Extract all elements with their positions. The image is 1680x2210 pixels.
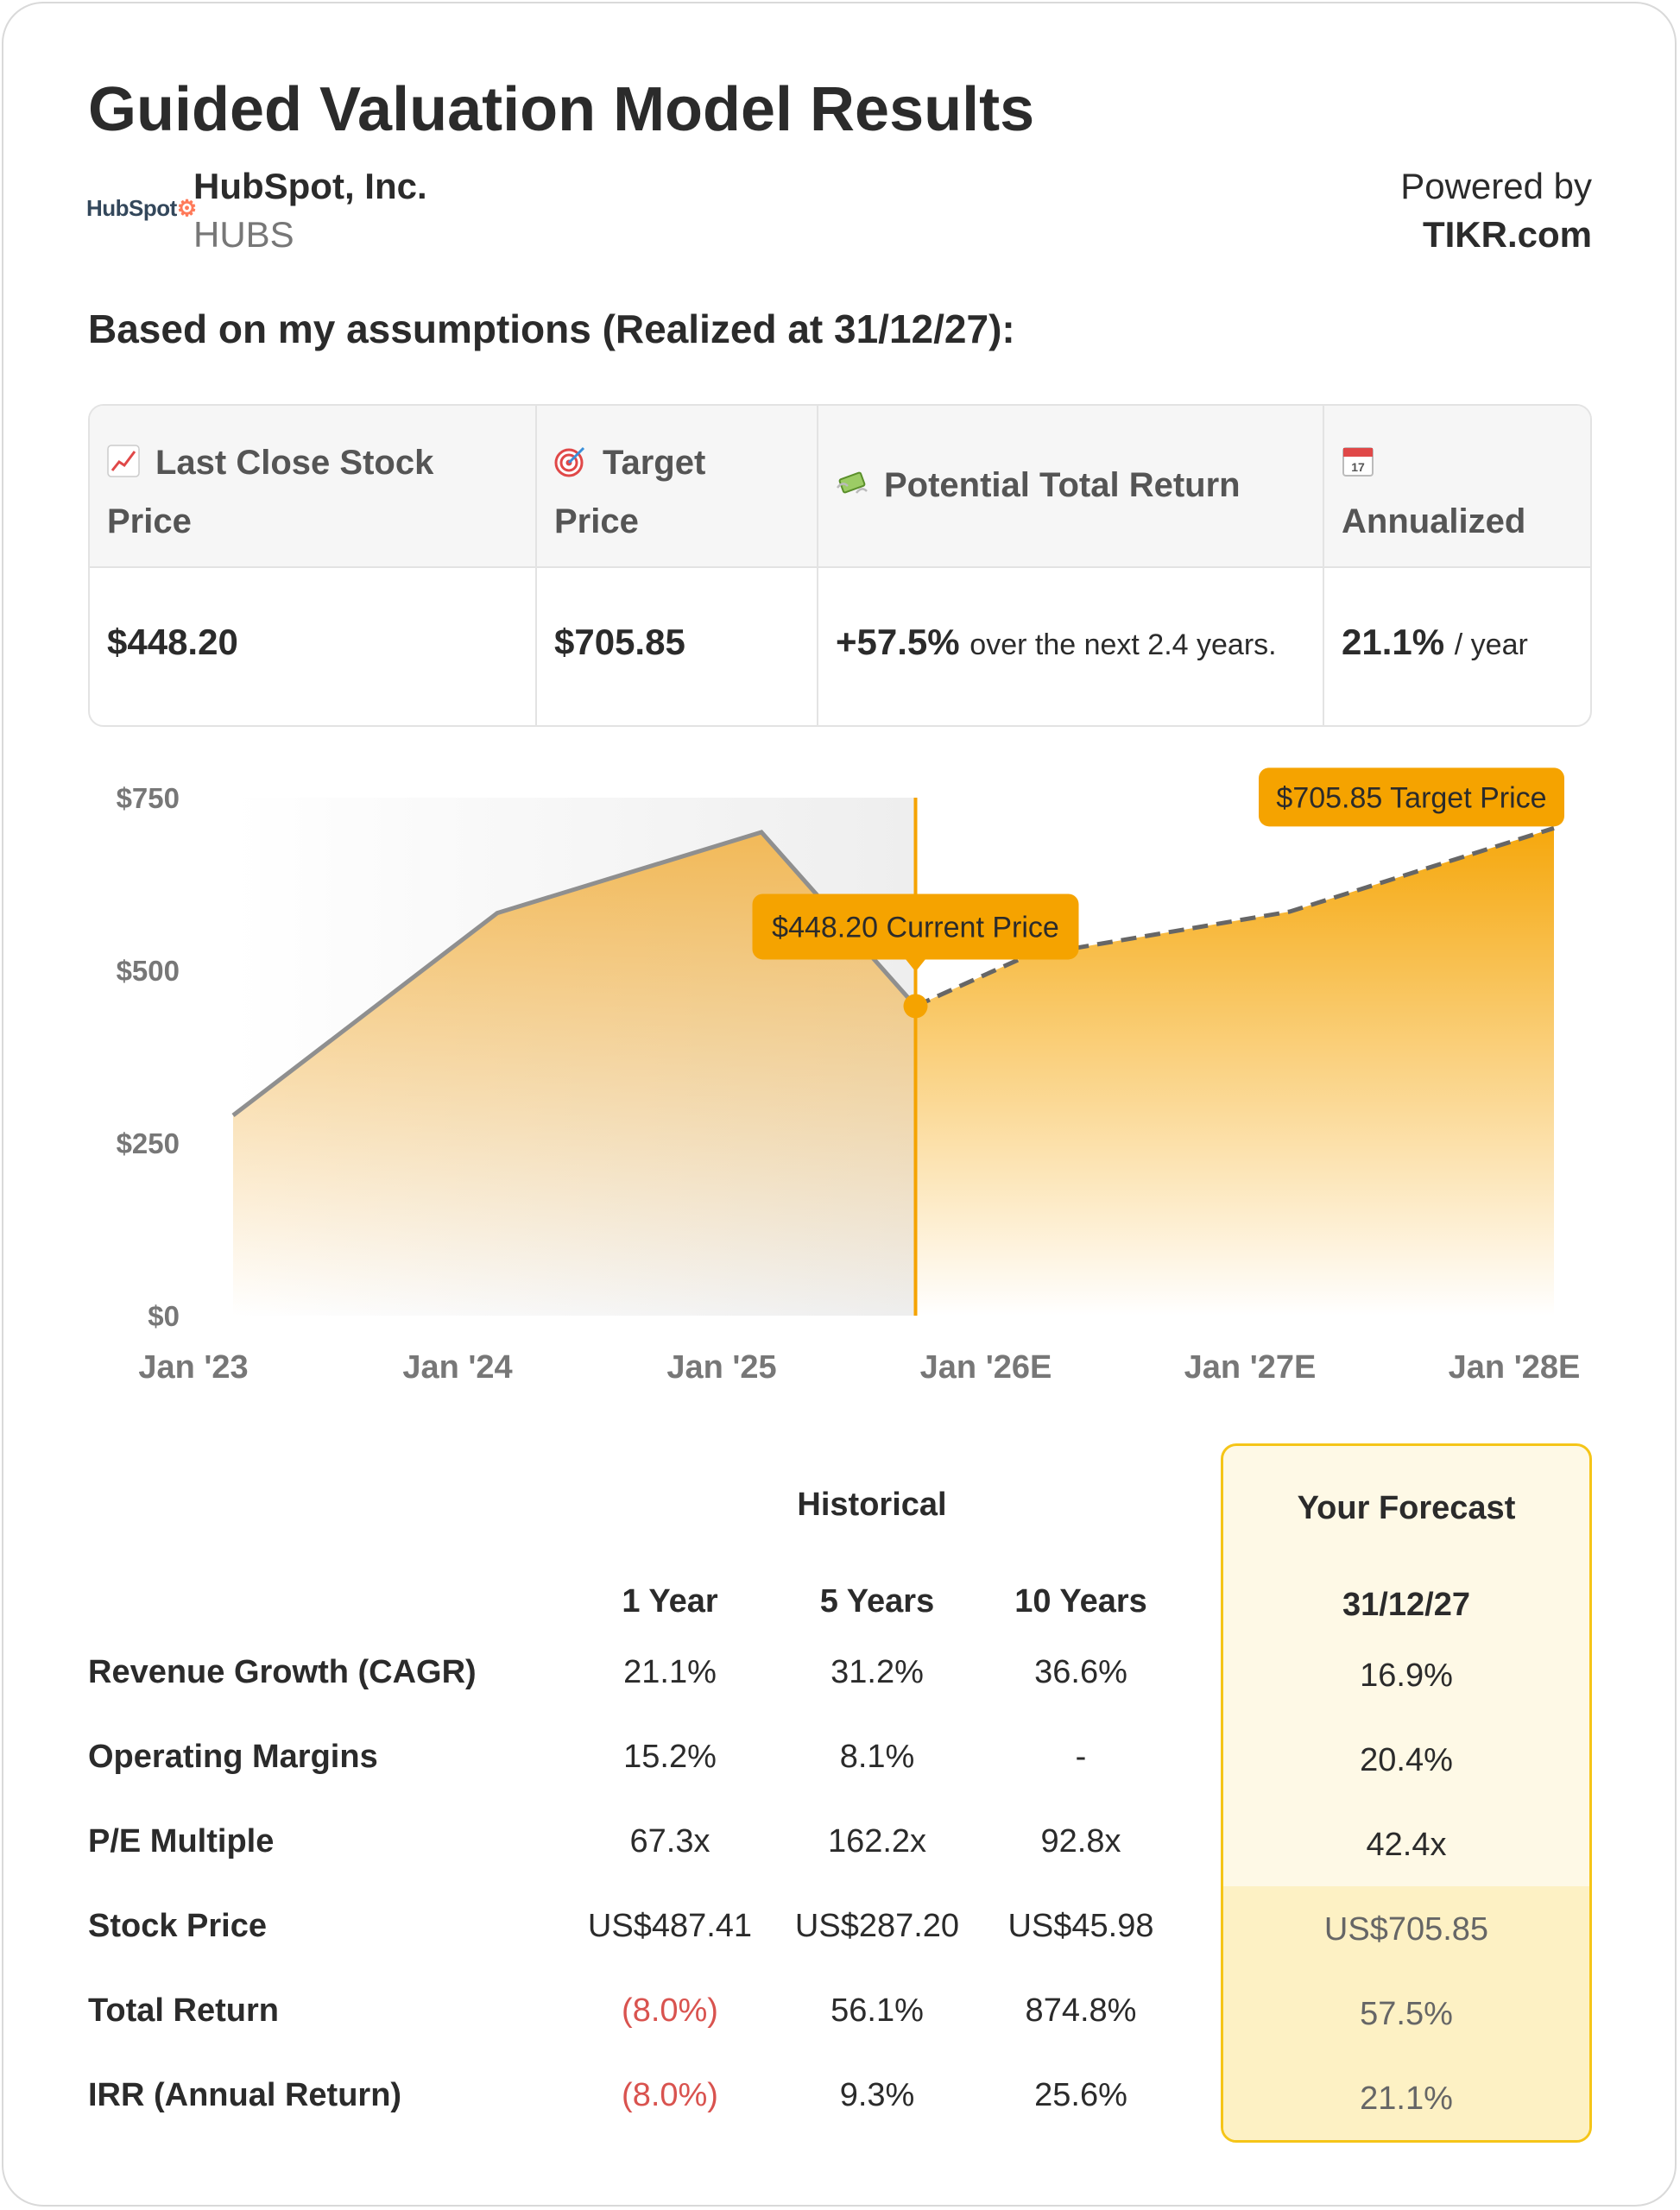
assumptions-heading: Based on my assumptions (Realized at 31/…: [88, 306, 1015, 351]
company-logo: HubSpot⚙: [86, 195, 197, 222]
x-tick-label: Jan '28E: [1449, 1349, 1581, 1386]
summary-col-last-close: Last Close Stock Price $448.20: [90, 406, 537, 725]
forecast-cell: 21.1%: [1360, 2081, 1453, 2117]
metric-cell: 56.1%: [831, 1992, 924, 2029]
metric-cell: 92.8x: [1040, 1823, 1121, 1860]
metric-cell: 162.2x: [827, 1823, 927, 1860]
chart-increasing-icon: [107, 445, 140, 477]
summary-header-target: Target Price: [554, 444, 706, 540]
forecast-cell: 16.9%: [1360, 1658, 1453, 1694]
metric-cell: 874.8%: [1025, 1992, 1137, 2029]
current-price-label: $448.20 Current Price: [752, 893, 1079, 972]
summary-col-total-return: Potential Total Return +57.5% over the n…: [818, 406, 1324, 725]
target-price-label: $705.85 Target Price: [1259, 767, 1564, 827]
y-tick-label: $0: [148, 1300, 180, 1332]
metric-cell: 15.2%: [623, 1739, 717, 1775]
calendar-icon: 17: [1342, 447, 1374, 477]
sprocket-icon: ⚙: [176, 195, 197, 221]
x-tick-label: Jan '24: [402, 1349, 512, 1386]
current-price-point: [903, 994, 928, 1019]
summary-header-annualized: 17 Annualized: [1342, 433, 1525, 551]
company-ticker: HUBS: [193, 214, 294, 255]
metric-row-label: Operating Margins: [88, 1739, 378, 1775]
metric-cell: 25.6%: [1034, 2077, 1127, 2113]
forecast-cell: US$705.85: [1323, 1911, 1489, 1948]
price-chart: $750 $500 $250 $0 Jan '23 Jan '24 Jan '25 Jan …: [117, 767, 1581, 1386]
col-header-forecast-date: 31/12/27: [1342, 1587, 1470, 1623]
metric-cell: -: [1075, 1739, 1087, 1775]
svg-text:17: 17: [1351, 460, 1365, 474]
forecast-price-line: [914, 825, 1555, 1008]
svg-text:$448.20 Current Price: $448.20 Current Price: [772, 911, 1059, 944]
y-tick-label: $500: [117, 955, 180, 987]
annualized-note: / year: [1454, 628, 1528, 661]
x-tick-label: Jan '23: [138, 1349, 248, 1386]
forecast-panel-highlight: [1223, 1886, 1589, 2140]
summary-header-last-close: Last Close Stock Price: [107, 444, 434, 540]
y-tick-label: $250: [117, 1127, 180, 1159]
metric-cell: (8.0%): [622, 1992, 718, 2029]
annualized-value: 21.1% / year: [1342, 622, 1528, 663]
x-tick-label: Jan '25: [666, 1349, 776, 1386]
page-title: Guided Valuation Model Results: [88, 75, 1035, 144]
summary-col-annualized: 17 Annualized 21.1% / year: [1324, 406, 1590, 725]
metric-cell: US$287.20: [794, 1908, 960, 1944]
metric-cell: 67.3x: [629, 1823, 711, 1860]
forecast-cell: 42.4x: [1366, 1827, 1447, 1863]
forecast-header: Your Forecast: [1297, 1490, 1516, 1526]
company-name: HubSpot, Inc.: [193, 166, 427, 206]
total-return-value: +57.5% over the next 2.4 years.: [836, 622, 1277, 663]
metric-cell: (8.0%): [622, 2077, 718, 2113]
metric-row-label: Stock Price: [88, 1908, 267, 1944]
metric-cell: 36.6%: [1034, 1654, 1127, 1690]
col-header-10-years: 10 Years: [1014, 1583, 1147, 1620]
target-price-value: $705.85: [554, 622, 685, 662]
forecast-cell: 20.4%: [1360, 1742, 1453, 1778]
metric-cell: US$45.98: [1007, 1908, 1154, 1944]
money-with-wings-icon: [837, 471, 868, 494]
powered-by-label: Powered by: [1400, 166, 1592, 206]
company-logo-text: HubSpot: [86, 195, 177, 221]
summary-col-target: Target Price $705.85: [537, 406, 818, 725]
metric-row-label: Revenue Growth (CAGR): [88, 1654, 477, 1690]
metric-row-label: IRR (Annual Return): [88, 2077, 402, 2113]
summary-header-row: [90, 406, 1590, 568]
annualized-percent: 21.1%: [1342, 622, 1445, 662]
forecast-column-panel: [1221, 1443, 1592, 2143]
forecast-cell: 57.5%: [1360, 1996, 1453, 2032]
x-tick-label: Jan '27E: [1184, 1349, 1317, 1386]
svg-text:$705.85 Target Price: $705.85 Target Price: [1276, 781, 1546, 814]
metric-cell: 21.1%: [623, 1654, 717, 1690]
target-icon: [554, 446, 585, 477]
metric-cell: 8.1%: [839, 1739, 915, 1775]
metric-row-label: Total Return: [88, 1992, 279, 2029]
metric-cell: US$487.41: [587, 1908, 753, 1944]
powered-by-brand[interactable]: TIKR.com: [1422, 214, 1592, 255]
col-header-1-year: 1 Year: [622, 1583, 718, 1620]
y-tick-label: $750: [117, 782, 180, 814]
summary-header-total-return: Potential Total Return: [836, 456, 1241, 515]
total-return-note: over the next 2.4 years.: [969, 628, 1277, 661]
summary-table: Last Close Stock Price $448.20 Target Pr…: [88, 404, 1592, 727]
metric-cell: 9.3%: [839, 2077, 915, 2113]
historical-area: [233, 832, 916, 1316]
historical-header: Historical: [797, 1487, 947, 1523]
last-close-value: $448.20: [107, 622, 238, 662]
total-return-percent: +57.5%: [836, 622, 960, 662]
col-header-5-years: 5 Years: [819, 1583, 935, 1620]
metric-row-label: P/E Multiple: [88, 1823, 275, 1860]
metric-cell: 31.2%: [831, 1654, 924, 1690]
x-tick-label: Jan '26E: [920, 1349, 1052, 1386]
